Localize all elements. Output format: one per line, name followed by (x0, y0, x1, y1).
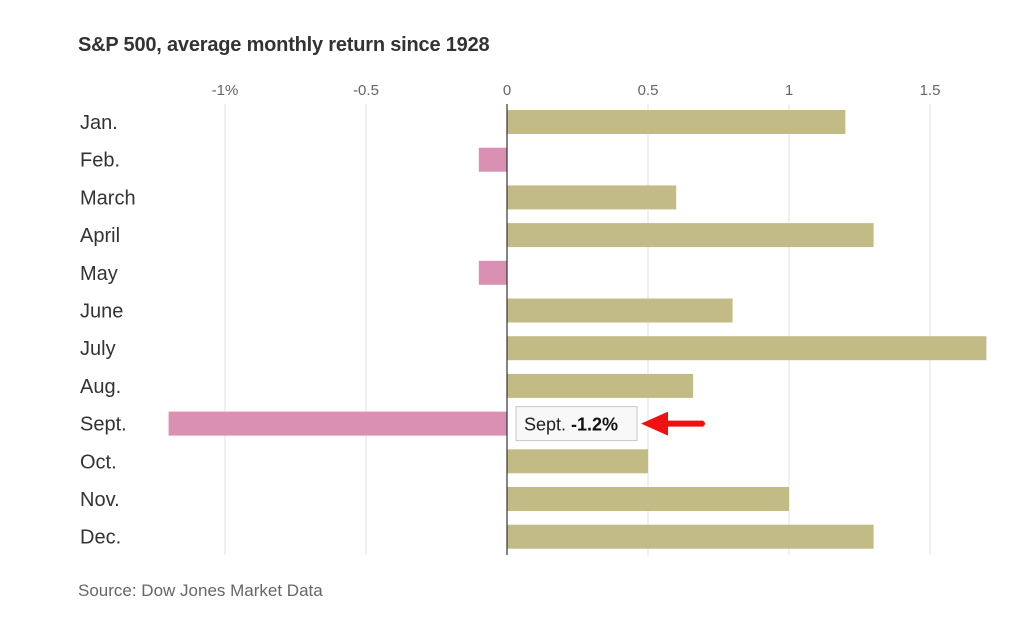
bar (507, 524, 874, 549)
bar (507, 185, 677, 210)
bar (478, 147, 507, 172)
category-label: June (80, 301, 123, 323)
x-tick-label: -1% (212, 82, 239, 99)
bar (507, 336, 987, 361)
category-label: Aug. (80, 376, 121, 398)
source-note: Source: Dow Jones Market Data (78, 581, 323, 600)
bar (507, 373, 694, 398)
category-label: July (80, 338, 116, 360)
x-tick-label: 0 (503, 82, 511, 99)
annotation-box (515, 406, 638, 442)
svg-text:Sept.-1.2%: Sept. -1.2% (524, 415, 618, 435)
bar (168, 411, 507, 436)
bar (507, 449, 648, 474)
category-label: Dec. (80, 527, 121, 549)
annotation-value: -1.2% (571, 415, 618, 435)
x-tick-label: 1.5 (920, 82, 941, 99)
annotation-month: Sept. (524, 415, 566, 435)
x-tick-label: 0.5 (638, 82, 659, 99)
bar (507, 110, 846, 134)
x-axis-ticks: -1% -0.5 0 0.5 1 1.5 (212, 82, 941, 99)
category-label: Oct. (80, 451, 117, 473)
bar (478, 260, 507, 285)
chart-title: S&P 500, average monthly return since 19… (78, 34, 490, 56)
bars (168, 110, 987, 549)
gridlines (224, 104, 931, 555)
category-label: May (80, 263, 118, 285)
bar (507, 223, 874, 248)
category-label: March (80, 187, 136, 209)
sept-annotation: Sept. -1.2% (515, 406, 705, 442)
arrow-left-icon (641, 411, 705, 436)
x-tick-label: 1 (785, 82, 793, 99)
category-label: Jan. (80, 112, 118, 134)
category-labels: Jan. Feb. March April May June July Aug. Sept. Oc… (80, 112, 136, 549)
bar (507, 487, 789, 511)
category-label: Feb. (80, 150, 120, 172)
category-label: Sept. (80, 414, 127, 436)
category-label: April (80, 225, 120, 247)
x-tick-label: -0.5 (353, 82, 379, 99)
category-label: Nov. (80, 489, 120, 511)
bar (507, 298, 733, 323)
